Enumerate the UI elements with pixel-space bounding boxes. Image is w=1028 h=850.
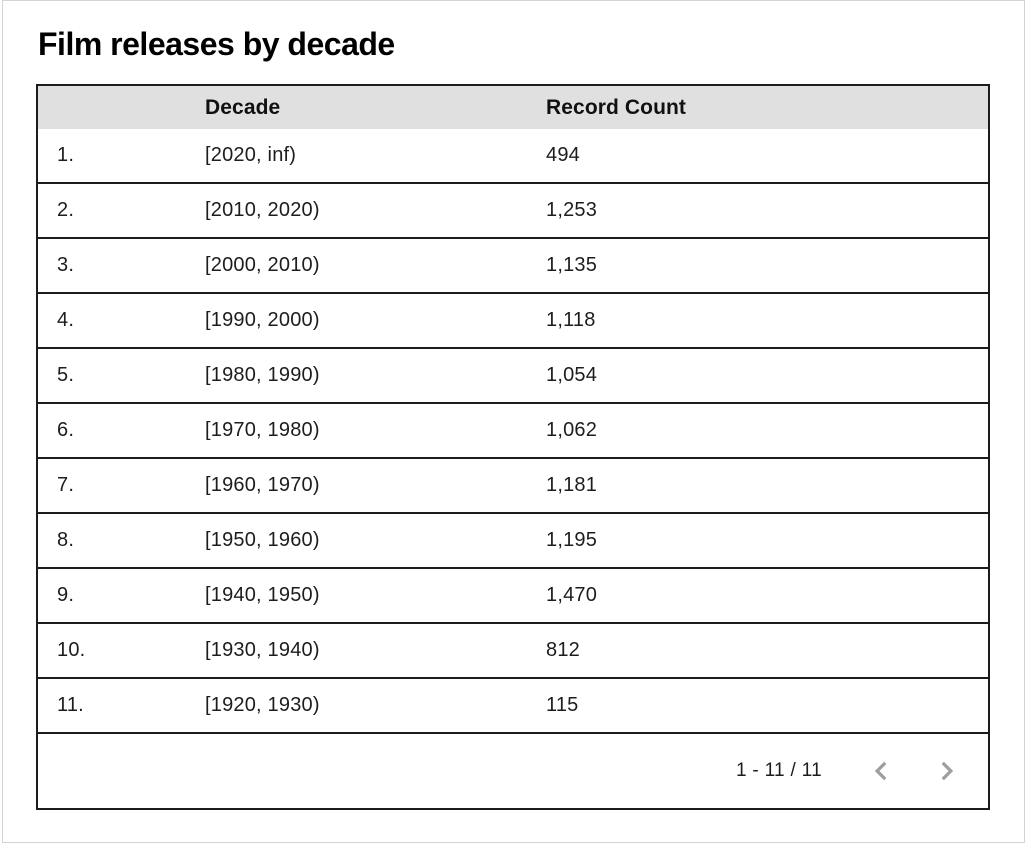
chevron-right-icon bbox=[933, 758, 959, 784]
record-count-cell: 1,118 bbox=[546, 309, 596, 331]
table-row: 4. [1990, 2000) 1,118 bbox=[38, 294, 988, 349]
decade-cell: [1940, 1950) bbox=[205, 584, 320, 606]
decade-cell: [1950, 1960) bbox=[205, 529, 320, 551]
pagination-next-button[interactable] bbox=[926, 751, 966, 791]
row-index-cell: 9. bbox=[57, 584, 75, 606]
row-index-cell: 10. bbox=[57, 639, 86, 661]
record-count-cell: 494 bbox=[546, 144, 580, 166]
record-count-cell: 1,470 bbox=[546, 584, 598, 606]
header-decade[interactable]: Decade bbox=[205, 95, 281, 119]
pagination-range-label: 1 - 11 / 11 bbox=[735, 760, 822, 781]
record-count-cell: 115 bbox=[546, 694, 579, 716]
record-count-cell: 1,054 bbox=[546, 364, 598, 386]
table-header-row: Decade Record Count bbox=[38, 86, 988, 129]
table-row: 8. [1950, 1960) 1,195 bbox=[38, 514, 988, 569]
table-row: 3. [2000, 2010) 1,135 bbox=[38, 239, 988, 294]
row-index-cell: 2. bbox=[57, 199, 75, 221]
page-title: Film releases by decade bbox=[38, 26, 395, 62]
header-record-count[interactable]: Record Count bbox=[546, 95, 687, 119]
row-index-cell: 8. bbox=[57, 529, 75, 551]
row-index-cell: 5. bbox=[57, 364, 75, 386]
table-row: 7. [1960, 1970) 1,181 bbox=[38, 459, 988, 514]
table-footer: 1 - 11 / 11 bbox=[38, 734, 988, 808]
record-count-cell: 1,195 bbox=[546, 529, 598, 551]
decade-cell: [2010, 2020) bbox=[205, 199, 320, 221]
table-row: 5. [1980, 1990) 1,054 bbox=[38, 349, 988, 404]
decade-cell: [2020, inf) bbox=[205, 144, 297, 166]
decade-cell: [1930, 1940) bbox=[205, 639, 320, 661]
record-count-cell: 1,181 bbox=[546, 474, 598, 496]
row-index-cell: 7. bbox=[57, 474, 75, 496]
record-count-cell: 1,062 bbox=[546, 419, 598, 441]
decade-cell: [1960, 1970) bbox=[205, 474, 320, 496]
record-count-cell: 812 bbox=[546, 639, 580, 661]
row-index-cell: 1. bbox=[57, 144, 75, 166]
decade-cell: [2000, 2010) bbox=[205, 254, 320, 276]
table-row: 10. [1930, 1940) 812 bbox=[38, 624, 988, 679]
record-count-cell: 1,253 bbox=[546, 199, 598, 221]
chevron-left-icon bbox=[869, 758, 895, 784]
pagination-prev-button[interactable] bbox=[862, 751, 902, 791]
table-body: 1. [2020, inf) 494 2. [2010, 2020) 1,253 3. [20… bbox=[38, 129, 988, 734]
decade-cell: [1990, 2000) bbox=[205, 309, 320, 331]
decade-cell: [1980, 1990) bbox=[205, 364, 320, 386]
table-row: 9. [1940, 1950) 1,470 bbox=[38, 569, 988, 624]
record-count-cell: 1,135 bbox=[546, 254, 598, 276]
table-row: 6. [1970, 1980) 1,062 bbox=[38, 404, 988, 459]
table-row: 11. [1920, 1930) 115 bbox=[38, 679, 988, 734]
table-row: 1. [2020, inf) 494 bbox=[38, 129, 988, 184]
table-row: 2. [2010, 2020) 1,253 bbox=[38, 184, 988, 239]
row-index-cell: 6. bbox=[57, 419, 75, 441]
row-index-cell: 4. bbox=[57, 309, 75, 331]
decade-cell: [1970, 1980) bbox=[205, 419, 320, 441]
row-index-cell: 3. bbox=[57, 254, 75, 276]
row-index-cell: 11. bbox=[57, 694, 84, 716]
decade-cell: [1920, 1930) bbox=[205, 694, 320, 716]
film-releases-table: Decade Record Count 1. [2020, inf) 494 2. [2… bbox=[36, 84, 990, 810]
